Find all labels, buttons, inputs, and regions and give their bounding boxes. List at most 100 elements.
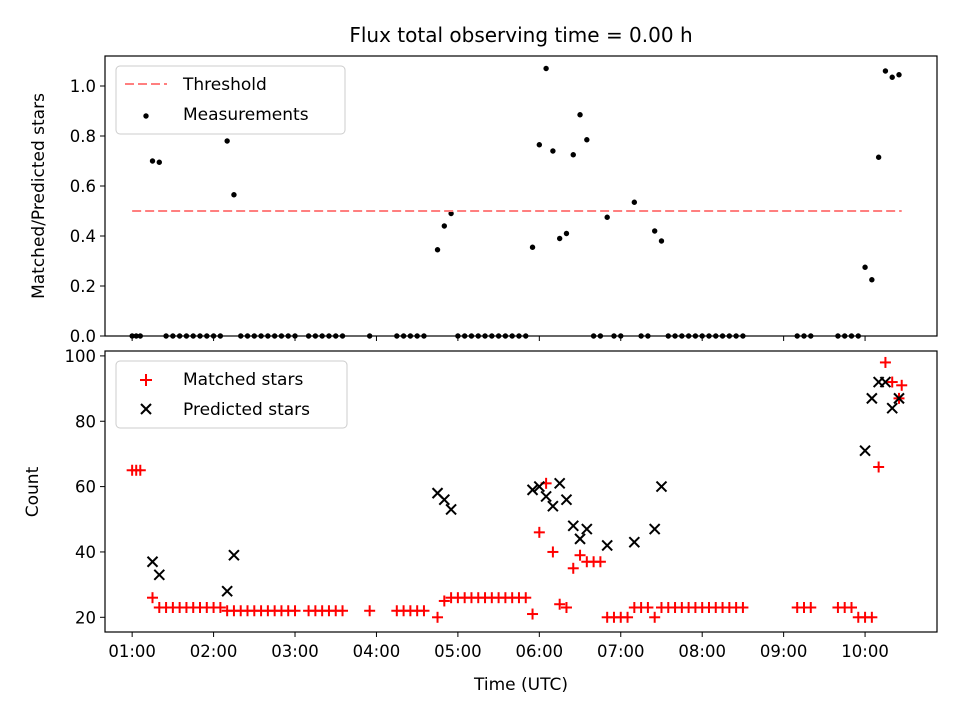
measurement-point bbox=[604, 214, 610, 220]
bottom-y-axis: 20 40 60 80 100 bbox=[65, 347, 105, 627]
measurement-point bbox=[224, 138, 230, 144]
predicted-star-point bbox=[526, 484, 539, 496]
x-axis-label: Time (UTC) bbox=[473, 675, 568, 695]
predicted-marker-b bbox=[553, 477, 566, 490]
measurement-point bbox=[577, 112, 583, 118]
measurement-point bbox=[584, 137, 590, 143]
predicted-marker-b bbox=[859, 444, 871, 457]
matched-stars-series bbox=[126, 356, 908, 623]
predicted-marker-b bbox=[526, 484, 539, 496]
top-y-tick-label: 0.4 bbox=[70, 227, 96, 246]
predicted-marker-b bbox=[221, 585, 233, 597]
predicted-stars-series bbox=[146, 376, 905, 597]
matched-star-point bbox=[147, 592, 159, 604]
matched-star-point bbox=[134, 464, 146, 476]
predicted-star-point bbox=[859, 444, 871, 457]
measurement-point bbox=[434, 247, 441, 253]
predicted-star-point bbox=[153, 569, 165, 581]
predicted-marker-b bbox=[581, 523, 593, 535]
predicted-star-point bbox=[553, 477, 566, 490]
predicted-star-point bbox=[574, 533, 586, 545]
matched-star-point bbox=[337, 605, 349, 617]
matched-star-point bbox=[567, 562, 579, 574]
predicted-marker-b bbox=[228, 549, 240, 561]
x-tick-label: 10:00 bbox=[841, 642, 889, 661]
measurement-point bbox=[448, 210, 454, 217]
predicted-star-point bbox=[146, 556, 159, 568]
measurement-point bbox=[651, 228, 658, 234]
legend-threshold-label: Threshold bbox=[182, 75, 267, 95]
predicted-star-point bbox=[886, 402, 898, 414]
matched-star-point bbox=[214, 601, 226, 613]
bottom-y-tick-label: 40 bbox=[75, 543, 96, 562]
bottom-y-tick-label: 20 bbox=[75, 608, 96, 627]
predicted-marker-b bbox=[153, 569, 165, 581]
legend-measurements-swatch bbox=[143, 113, 149, 119]
measurement-point bbox=[631, 199, 638, 205]
predicted-marker-b bbox=[574, 533, 586, 545]
x-tick-label: 01:00 bbox=[108, 642, 156, 661]
matched-star-point bbox=[418, 605, 430, 617]
top-chart-title: Flux total observing time = 0.00 h bbox=[349, 23, 692, 47]
predicted-marker-b bbox=[866, 392, 878, 405]
bottom-plot-frame bbox=[104, 350, 938, 633]
matched-star-point bbox=[594, 556, 606, 568]
x-tick-label: 05:00 bbox=[434, 642, 482, 661]
legend-predicted-label: Predicted stars bbox=[183, 400, 310, 420]
predicted-star-point bbox=[567, 520, 579, 532]
matched-star-point bbox=[533, 526, 545, 538]
measurement-point bbox=[529, 244, 536, 250]
legend-predicted-swatch bbox=[140, 403, 152, 415]
bottom-legend: Matched stars Predicted stars bbox=[115, 360, 348, 429]
x-tick-label: 07:00 bbox=[597, 642, 645, 661]
bottom-x-axis: 01:00 02:00 03:00 04:00 05:00 06:00 07:00 08:00… bbox=[108, 632, 889, 661]
predicted-star-point bbox=[655, 480, 668, 493]
predicted-star-point bbox=[445, 503, 457, 516]
measurement-point bbox=[156, 159, 162, 165]
top-plot-frame bbox=[104, 55, 938, 337]
predicted-star-point bbox=[540, 490, 552, 503]
predicted-star-point bbox=[547, 500, 559, 512]
legend-measurements-label: Measurements bbox=[183, 105, 309, 125]
predicted-marker-b bbox=[655, 480, 668, 493]
measurement-point bbox=[889, 74, 895, 80]
measurement-point bbox=[149, 158, 156, 164]
top-y-tick-label: 1.0 bbox=[70, 77, 96, 96]
predicted-star-point bbox=[228, 549, 240, 561]
matched-star-point bbox=[438, 595, 450, 607]
x-tick-label: 04:00 bbox=[353, 642, 401, 661]
top-x-ticks bbox=[131, 336, 866, 341]
predicted-star-point bbox=[893, 392, 905, 405]
bottom-y-tick-label: 100 bbox=[65, 347, 97, 366]
predicted-star-point bbox=[221, 585, 233, 597]
measurement-point bbox=[896, 72, 902, 78]
predicted-marker-b bbox=[431, 487, 444, 499]
bottom-legend-box bbox=[115, 360, 348, 429]
predicted-marker-b bbox=[533, 480, 546, 493]
top-y-tick-label: 0.6 bbox=[70, 177, 96, 196]
predicted-marker-b bbox=[445, 503, 457, 516]
predicted-marker-b bbox=[628, 536, 641, 548]
predicted-marker-b bbox=[648, 523, 661, 535]
matched-star-point bbox=[649, 611, 661, 623]
predicted-marker-b bbox=[567, 520, 579, 532]
measurement-point bbox=[543, 65, 549, 72]
matched-star-point bbox=[866, 611, 878, 623]
predicted-star-point bbox=[533, 480, 546, 493]
matched-star-point bbox=[554, 598, 566, 610]
matched-star-point bbox=[896, 379, 908, 391]
measurement-point bbox=[563, 230, 570, 237]
top-y-tick-label: 0.2 bbox=[70, 277, 96, 296]
predicted-star-point bbox=[866, 392, 878, 405]
matched-star-point bbox=[642, 601, 654, 613]
predicted-marker-b bbox=[547, 500, 559, 512]
measurement-point bbox=[882, 68, 889, 74]
measurement-point bbox=[869, 277, 875, 283]
predicted-marker-b bbox=[893, 392, 905, 405]
matched-star-point bbox=[574, 549, 586, 561]
matched-star-point bbox=[289, 605, 301, 617]
bottom-y-axis-label: Count bbox=[23, 466, 43, 517]
ratio-plot: 0.0 0.2 0.4 0.6 0.8 1.0 Matched/Predicted sta… bbox=[29, 55, 938, 346]
measurement-point bbox=[570, 152, 576, 158]
